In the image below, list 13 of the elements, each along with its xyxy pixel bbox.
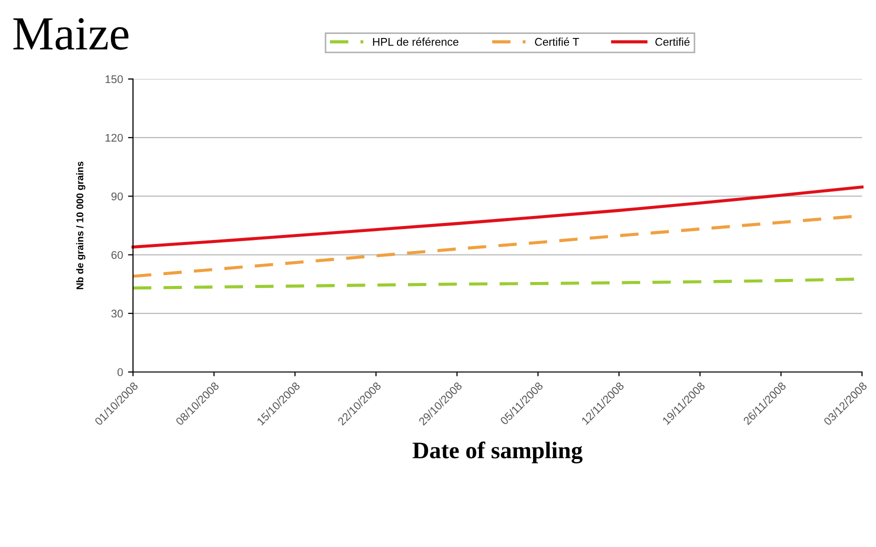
- legend-label: Certifié: [655, 38, 690, 46]
- x-axis-title: Date of sampling: [412, 442, 583, 464]
- legend-label: Certifié T: [534, 38, 580, 46]
- y-tick-label: 150: [106, 75, 123, 84]
- y-tick-label: 30: [111, 310, 123, 318]
- y-tick-label: 120: [106, 134, 123, 142]
- legend-label: HPL de référence: [373, 38, 458, 46]
- line-series: [131, 185, 864, 249]
- y-axis-title: Nb de grains / 10 000 grains: [76, 162, 86, 290]
- y-tick-label: 60: [111, 251, 123, 259]
- y-tick-label: 90: [111, 192, 123, 200]
- chart-title: Maize: [13, 18, 128, 50]
- y-tick-label: 0: [118, 368, 123, 376]
